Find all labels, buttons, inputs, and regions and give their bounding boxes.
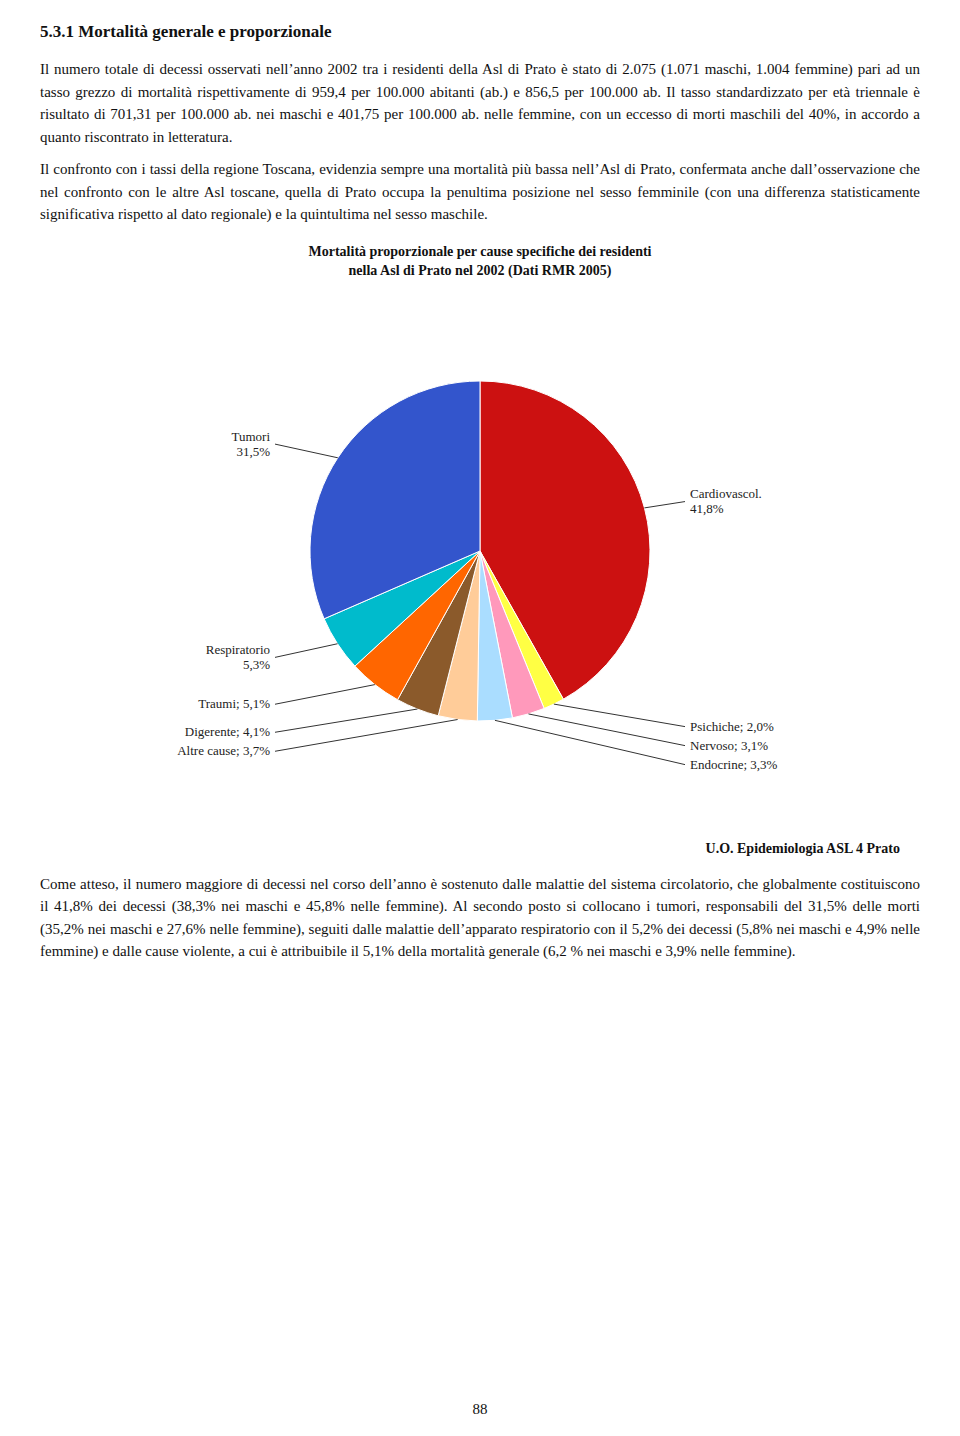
svg-text:Altre cause; 3,7%: Altre cause; 3,7% [177,743,270,758]
html-text:88: 88 [472,1401,488,1417]
html-text:5.3.1 Mortalità generale e pro: 5.3.1 Mortalità generale e proporzionale [40,22,332,41]
html-text:Il confronto con i tassi della: Il confronto con i tassi della regione T… [40,161,920,222]
html-text:U.O. Epidemiologia ASL 4 Prato: U.O. Epidemiologia ASL 4 Prato [705,840,900,856]
svg-text:Endocrine; 3,3%: Endocrine; 3,3% [690,756,778,771]
html-text:Come atteso, il numero maggior: Come atteso, il numero maggiore di deces… [40,875,920,960]
svg-text:Psichiche; 2,0%: Psichiche; 2,0% [690,718,774,733]
svg-text:Traumi; 5,1%: Traumi; 5,1% [198,696,270,711]
svg-text:Digerente; 4,1%: Digerente; 4,1% [185,724,270,739]
html-text:Il numero totale di decessi os: Il numero totale di decessi osservati ne… [40,61,920,145]
svg-text:Tumori31,5%: Tumori31,5% [231,428,270,458]
html-text:Mortalità proporzionale per ca: Mortalità proporzionale per cause specif… [308,243,652,259]
svg-text:Respiratorio5,3%: Respiratorio5,3% [206,642,270,672]
html-text:nella Asl di Prato nel 2002 (D: nella Asl di Prato nel 2002 (Dati RMR 20… [348,263,612,279]
svg-text:Nervoso; 3,1%: Nervoso; 3,1% [690,737,768,752]
svg-text:Cardiovascol.41,8%: Cardiovascol.41,8% [690,486,762,516]
